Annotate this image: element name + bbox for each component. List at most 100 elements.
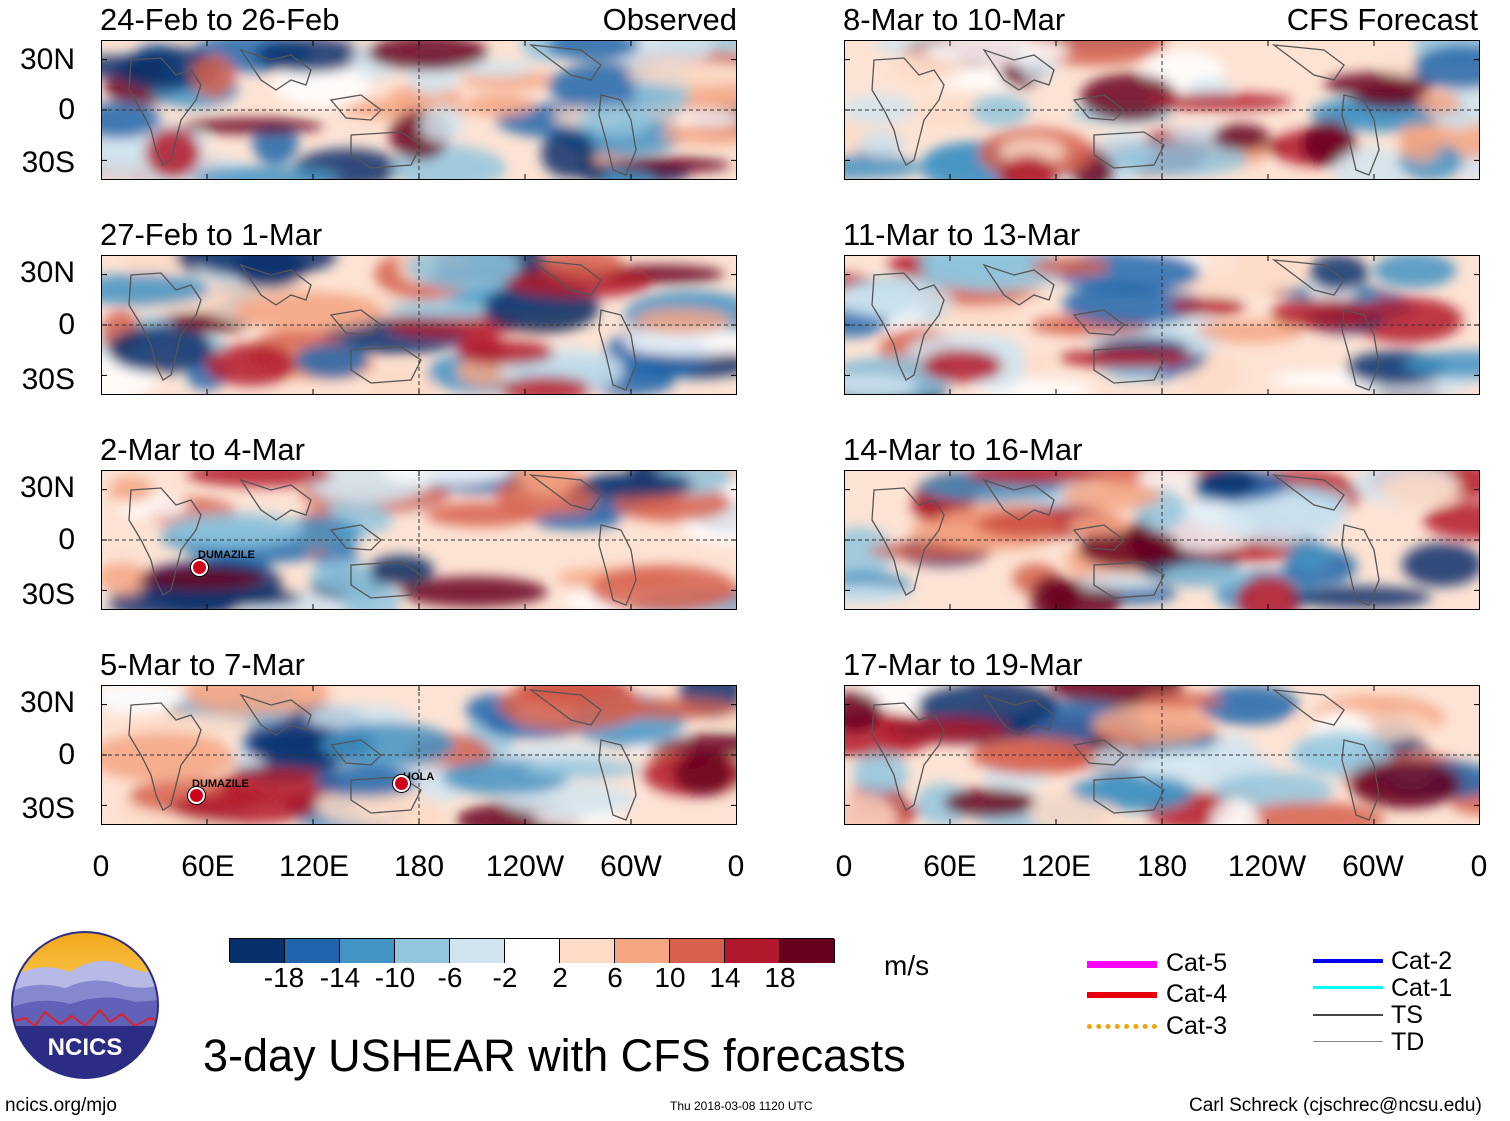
shear-anomaly: [1332, 146, 1408, 180]
map-panel-5: [844, 40, 1480, 180]
coastline: [128, 689, 637, 821]
map-panel-7: [844, 470, 1480, 610]
colorbar-swatch: [340, 939, 395, 963]
shear-anomaly: [1062, 282, 1201, 326]
shear-anomaly: [124, 255, 181, 278]
shear-anomaly: [1402, 542, 1480, 587]
shear-anomaly: [1403, 350, 1480, 379]
shear-anomaly: [166, 512, 304, 547]
legend-line-cat1: [1313, 986, 1383, 989]
map-panel-2: [101, 255, 737, 395]
lon-label: 120E: [278, 850, 350, 883]
shear-anomaly: [634, 308, 732, 334]
shear-anomaly: [138, 567, 266, 590]
shear-anomaly: [844, 154, 923, 180]
shear-anomaly: [1324, 72, 1435, 97]
lat-label: 30N: [19, 471, 75, 504]
lat-label: 30N: [19, 43, 75, 76]
shear-anomaly: [1287, 538, 1331, 572]
panel-kind-label: Observed: [602, 2, 737, 37]
shear-anomaly: [456, 340, 554, 365]
shear-anomaly: [844, 585, 915, 604]
lat-label: 30N: [19, 256, 75, 289]
shear-anomaly: [1222, 494, 1348, 545]
panel-frame: [101, 685, 737, 825]
shear-anomaly: [1142, 692, 1223, 709]
panel-title: 27-Feb to 1-Mar: [100, 217, 323, 252]
coastline: [871, 44, 1380, 176]
coastline: [871, 259, 1380, 391]
shear-anomaly: [534, 512, 620, 530]
colorbar-swatch: [725, 939, 780, 963]
map-panel-1: [101, 40, 737, 180]
shear-anomaly: [406, 255, 521, 290]
shear-anomaly: [1196, 320, 1303, 343]
shear-anomaly: [922, 349, 1003, 383]
colorbar-tick: 6: [607, 962, 623, 993]
shear-anomaly: [875, 717, 1009, 744]
shear-anomaly: [974, 509, 1064, 540]
footer-url[interactable]: ncics.org/mjo: [5, 1095, 117, 1116]
shear-anomaly: [504, 267, 653, 299]
shear-anomaly: [674, 109, 737, 127]
shear-anomaly: [1301, 120, 1356, 167]
shear-anomaly: [400, 576, 548, 608]
map-panel-4: [101, 685, 737, 825]
lat-label: 30S: [21, 363, 75, 396]
colorbar-tick: -18: [263, 962, 305, 993]
lon-label: 0: [1470, 850, 1488, 883]
colorbar-swatch: [395, 939, 450, 963]
lon-label: 60W: [600, 850, 662, 883]
shear-anomaly: [844, 793, 898, 825]
colorbar-tick: 2: [552, 962, 568, 993]
shear-anomaly: [501, 376, 591, 395]
colorbar-tick: 18: [764, 962, 796, 993]
lon-label: 180: [1136, 850, 1188, 883]
colorbar-swatch: [615, 939, 670, 963]
shear-anomaly: [368, 364, 438, 395]
shear-anomaly: [1078, 573, 1161, 591]
legend-line-ts: [1313, 1014, 1383, 1016]
storm-marker-icon: [188, 787, 205, 804]
storm-marker-icon: [191, 559, 208, 576]
panel-frame: [844, 470, 1480, 610]
lon-label: 60E: [923, 850, 977, 883]
shear-anomaly: [858, 130, 905, 159]
colorbar-tick: 14: [709, 962, 741, 993]
lon-label: 120W: [485, 850, 565, 883]
lon-label: 60W: [1342, 850, 1404, 883]
shear-anomaly: [627, 58, 737, 88]
shear-anomaly: [1030, 257, 1110, 276]
colorbar-swatch: [505, 939, 560, 963]
shear-anomaly: [1212, 123, 1269, 150]
legend-line-cat3: [1087, 1024, 1157, 1029]
shear-anomaly: [1091, 746, 1146, 772]
lon-label: 180: [393, 850, 445, 883]
shear-anomaly: [1238, 801, 1385, 825]
shear-anomaly: [970, 94, 1030, 127]
shear-anomaly: [1308, 255, 1369, 292]
storm-label-dumazile: DUMAZILE: [192, 778, 249, 790]
shear-anomaly: [844, 94, 915, 125]
coastline: [871, 689, 1380, 821]
shear-anomaly: [920, 255, 1035, 286]
shear-anomaly: [1069, 775, 1192, 806]
shear-anomaly: [320, 722, 455, 767]
shear-anomaly: [420, 105, 465, 143]
colorbar-swatch: [450, 939, 505, 963]
colorbar: [229, 938, 835, 963]
shear-anomaly: [255, 40, 364, 73]
colorbar-tick: 10: [654, 962, 686, 993]
footer-credit: Carl Schreck (cjschrec@ncsu.edu): [1189, 1095, 1482, 1116]
shear-anomaly: [966, 470, 1103, 486]
shear-anomaly: [525, 759, 640, 778]
lon-label: 120W: [1227, 850, 1307, 883]
shear-anomaly: [313, 765, 418, 797]
legend-label: Cat-4: [1166, 980, 1228, 1008]
panel-title: 17-Mar to 19-Mar: [843, 647, 1083, 682]
shear-anomaly: [1109, 141, 1248, 177]
panel-title: 11-Mar to 13-Mar: [843, 217, 1081, 252]
shear-anomaly: [1399, 129, 1442, 162]
legend-label: Cat-3: [1166, 1012, 1228, 1040]
lon-label: 120E: [1020, 850, 1092, 883]
